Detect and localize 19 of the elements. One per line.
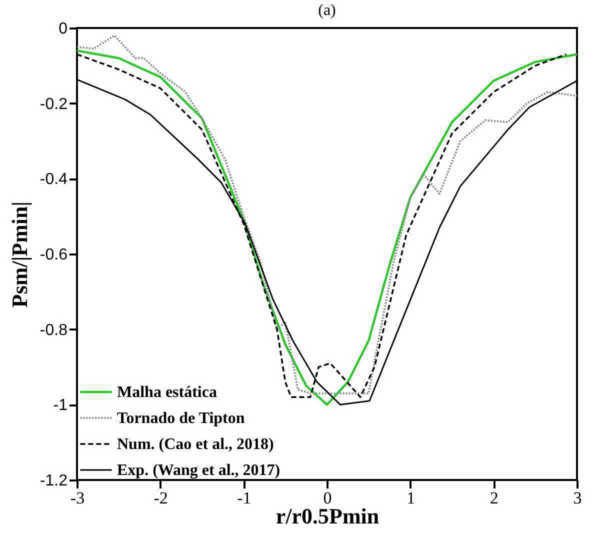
legend-label: Tornado de Tipton [117, 410, 245, 427]
x-tick-label: -3 [70, 488, 85, 508]
y-axis-title: Psm/|Pmin| [6, 201, 32, 308]
y-tick-label: -0.2 [40, 96, 68, 113]
y-tick-label: 0 [58, 20, 68, 38]
chart-title: (a) [318, 2, 336, 19]
x-tick-label: 3 [573, 488, 582, 508]
x-tick-label: 2 [490, 488, 498, 508]
legend-label: Exp. (Wang et al., 2017) [117, 462, 280, 479]
y-tick-label: -0.4 [40, 171, 68, 188]
legend-label: Num. (Cao et al., 2018) [117, 436, 274, 453]
y-tick-label: -1 [53, 397, 68, 414]
legend-label: Malha estática [117, 384, 217, 401]
x-tick-label: 1 [406, 488, 416, 508]
y-tick-label: -0.8 [40, 322, 68, 339]
x-tick-label: -1 [237, 488, 252, 508]
x-tick-label: -2 [154, 488, 168, 508]
y-tick-label: -0.6 [40, 246, 68, 264]
y-tick-label: -1.2 [40, 472, 68, 490]
